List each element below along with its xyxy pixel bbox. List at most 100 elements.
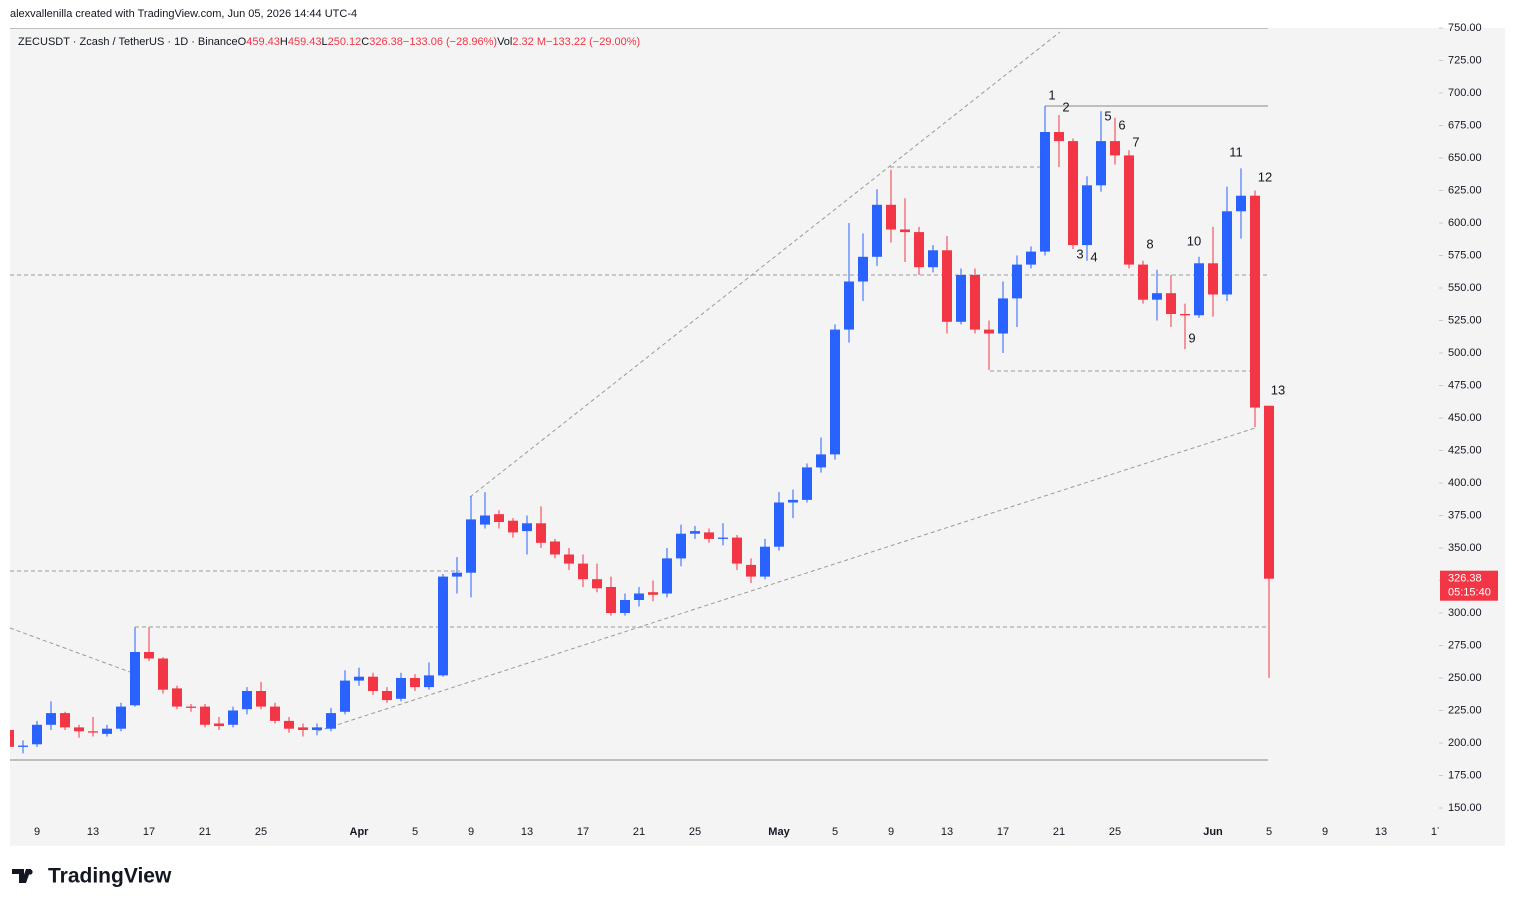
x-tick-label: 25 [255,826,267,838]
trend-line [10,627,131,673]
candle-body [494,514,504,522]
candle-body [1264,405,1274,579]
candle-body [704,532,714,539]
legend-item: 326.38 [369,36,403,48]
x-tick-label: 25 [689,826,701,838]
candle-body [536,523,546,543]
x-tick-label: 9 [888,826,894,838]
candle-body [858,256,868,282]
candle-body [368,676,378,691]
y-tick-label: 425.00 [1448,444,1482,456]
candle-body [410,677,420,688]
legend-item: C [361,36,369,48]
countdown-text: 05:15:40 [1448,587,1491,599]
candle-body [424,675,434,688]
candle-body [326,713,336,729]
candle-body [606,586,616,613]
y-tick-label: 275.00 [1448,639,1482,651]
candle-body [844,281,854,330]
candle-body [466,519,476,573]
candle-body [60,713,70,728]
annotation: 10 [1187,233,1201,248]
candle-body [1236,195,1246,212]
y-tick-label: 575.00 [1448,249,1482,261]
logo-text: TradingView [48,865,172,888]
candle-body [354,676,364,681]
candle-body [620,599,630,613]
candle-body [928,250,938,268]
annotation: 12 [1258,169,1272,184]
candle-body [886,204,896,230]
x-tick-label: 17 [997,826,1009,838]
candle-body [480,515,490,525]
x-tick-label: 17 [577,826,589,838]
candle-body [298,727,308,730]
x-tick-label: 5 [832,826,838,838]
candle-body [396,677,406,699]
y-tick-label: 750.00 [1448,22,1482,34]
candle-body [522,523,532,532]
candle-body [1250,195,1260,408]
annotation: 9 [1188,330,1195,345]
candle-body [1012,264,1022,299]
candle-body [970,274,980,330]
candle-body [186,706,196,708]
header: alexvallenilla created with TradingView.… [10,8,357,20]
candle-body [242,690,252,710]
candle-body [1096,141,1106,186]
candle-body [1026,251,1036,265]
candle-body [1068,141,1078,246]
x-tick-label: 21 [633,826,645,838]
chart-panel [10,28,1505,846]
x-tick-label: 13 [521,826,533,838]
candle-body [592,579,602,589]
x-tick-label: Apr [350,826,370,838]
candle-body [74,727,84,732]
candle-body [802,467,812,500]
candle-body [116,706,126,729]
candle-body [648,592,658,595]
candle-body [46,713,56,725]
legend-item: L [322,36,328,48]
logo-mark [27,869,33,875]
x-tick-label: 13 [941,826,953,838]
legend-item: H [280,36,288,48]
x-tick-label: 21 [1053,826,1065,838]
candle-body [900,229,910,233]
candle-body [10,729,14,747]
annotation: 1 [1048,87,1055,102]
candle-body [578,563,588,580]
candle-body [1138,264,1148,300]
candle-body [676,533,686,559]
candle-body [214,723,224,727]
y-tick-label: 600.00 [1448,217,1482,229]
candle-body [718,537,728,539]
candle-body [732,537,742,564]
annotation: 7 [1132,134,1139,149]
candle-body [662,558,672,594]
legend-item: −133.06 (−28.96%) [403,36,497,48]
candle-body [228,710,238,725]
candle-body [1054,131,1064,142]
y-tick-label: 700.00 [1448,87,1482,99]
candle-body [746,564,756,577]
y-tick-label: 525.00 [1448,314,1482,326]
y-tick-label: 650.00 [1448,152,1482,164]
y-tick-label: 350.00 [1448,542,1482,554]
drawings [10,28,1268,761]
candle-body [1152,293,1162,300]
legend-item: 2.32 M [512,36,546,48]
candle-body [256,690,266,707]
candle-body [382,690,392,701]
y-tick-label: 250.00 [1448,672,1482,684]
x-tick-label: Jun [1203,826,1223,838]
candle-body [200,706,210,725]
y-tick-label: 625.00 [1448,184,1482,196]
candle-body [1222,211,1232,295]
logo-mark [12,869,31,883]
y-tick-label: 725.00 [1448,54,1482,66]
candle-body [340,680,350,712]
x-tick-label: 5 [1266,826,1272,838]
annotation: 4 [1090,249,1097,264]
